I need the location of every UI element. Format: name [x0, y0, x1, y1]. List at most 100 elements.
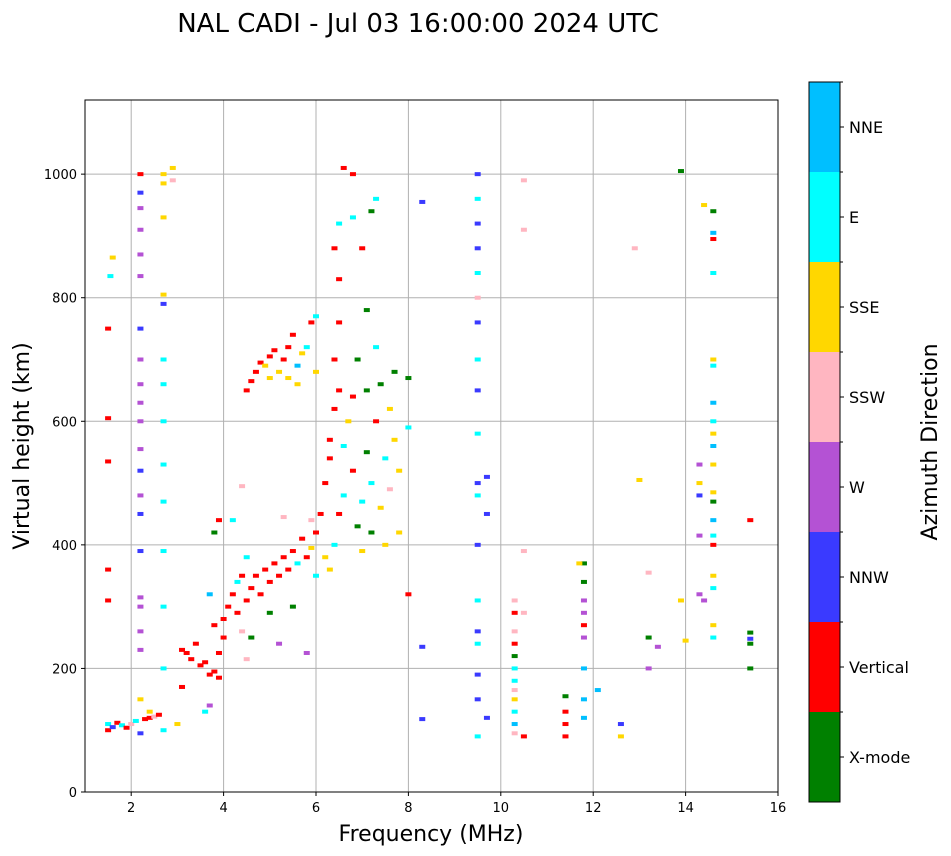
data-point: [562, 709, 569, 714]
data-point: [160, 357, 167, 362]
data-point: [474, 295, 481, 300]
data-point: [105, 598, 112, 603]
data-point: [710, 419, 717, 424]
data-point: [262, 567, 269, 572]
data-point: [248, 586, 255, 591]
data-point: [220, 617, 227, 621]
y-axis-ticks: 0 200 400 600 800 1000: [44, 168, 85, 801]
data-point: [710, 635, 717, 640]
data-point: [474, 734, 481, 739]
x-tick-label: 14: [677, 801, 694, 816]
data-point: [137, 190, 144, 195]
data-point: [696, 592, 703, 597]
data-point: [331, 246, 338, 251]
data-point: [299, 351, 306, 356]
data-point: [239, 629, 246, 634]
data-point: [617, 722, 624, 727]
data-point: [220, 635, 227, 640]
data-point: [137, 697, 144, 702]
data-point: [285, 567, 292, 572]
data-point: [576, 561, 583, 566]
data-point: [710, 499, 717, 504]
data-point: [239, 573, 246, 578]
data-point: [710, 357, 717, 362]
data-point: [243, 598, 250, 603]
data-point: [373, 345, 380, 350]
data-point: [285, 376, 292, 381]
data-point: [368, 530, 375, 535]
data-point: [276, 369, 283, 374]
data-point: [359, 246, 366, 251]
data-point: [123, 725, 130, 730]
data-point: [474, 271, 481, 275]
colorbar-label-e: E: [849, 208, 859, 227]
data-point: [289, 332, 296, 337]
data-point: [179, 647, 186, 652]
data-point: [354, 524, 361, 529]
data-point: [326, 437, 333, 442]
data-point: [105, 416, 112, 421]
data-point: [696, 533, 703, 538]
colorbar-segment: [809, 352, 840, 442]
data-point: [137, 511, 144, 516]
data-point: [215, 518, 222, 523]
data-point: [137, 447, 144, 452]
data-point: [137, 274, 144, 279]
data-point: [252, 369, 259, 374]
data-point: [160, 172, 167, 177]
data-points: [105, 165, 754, 739]
data-point: [474, 388, 481, 393]
data-point: [239, 484, 246, 489]
data-point: [197, 663, 204, 668]
data-point: [294, 382, 301, 387]
data-point: [562, 734, 569, 739]
data-point: [188, 657, 195, 662]
data-point: [183, 650, 190, 655]
y-tick-label: 1000: [44, 168, 77, 183]
data-point: [636, 477, 643, 482]
data-point: [594, 688, 601, 693]
data-point: [645, 635, 652, 640]
data-point: [511, 641, 518, 646]
data-point: [313, 573, 319, 578]
data-point: [377, 505, 384, 510]
data-point: [137, 419, 144, 424]
data-point: [710, 533, 717, 538]
data-point: [382, 542, 389, 547]
data-point: [382, 456, 389, 461]
data-point: [280, 357, 287, 362]
y-tick-label: 800: [52, 292, 77, 307]
data-point: [474, 493, 481, 498]
data-point: [474, 542, 481, 547]
data-point: [520, 178, 527, 183]
data-point: [710, 542, 717, 547]
data-point: [313, 530, 319, 535]
data-point: [580, 623, 587, 628]
colorbar-segment: [809, 262, 840, 352]
data-point: [696, 481, 703, 486]
data-point: [511, 598, 518, 603]
data-point: [317, 511, 324, 516]
x-tick-label: 8: [404, 801, 412, 816]
colorbar-label-sse: SSE: [849, 298, 879, 317]
data-point: [137, 172, 144, 177]
data-point: [340, 444, 347, 448]
data-point: [151, 714, 158, 719]
x-tick-label: 4: [219, 801, 227, 816]
data-point: [146, 709, 153, 714]
data-point: [137, 731, 144, 736]
colorbar-label-nne: NNE: [849, 118, 883, 137]
data-point: [107, 274, 114, 279]
data-point: [137, 468, 144, 473]
data-point: [710, 400, 717, 405]
data-point: [262, 363, 269, 368]
data-point: [483, 715, 490, 720]
data-point: [105, 326, 112, 331]
x-axis-ticks: 2 4 6 8 10 12 14 16: [127, 792, 786, 816]
x-tick-label: 12: [585, 801, 602, 816]
data-point: [474, 196, 481, 201]
data-point: [710, 586, 717, 591]
data-point: [211, 669, 218, 674]
data-point: [192, 641, 199, 646]
